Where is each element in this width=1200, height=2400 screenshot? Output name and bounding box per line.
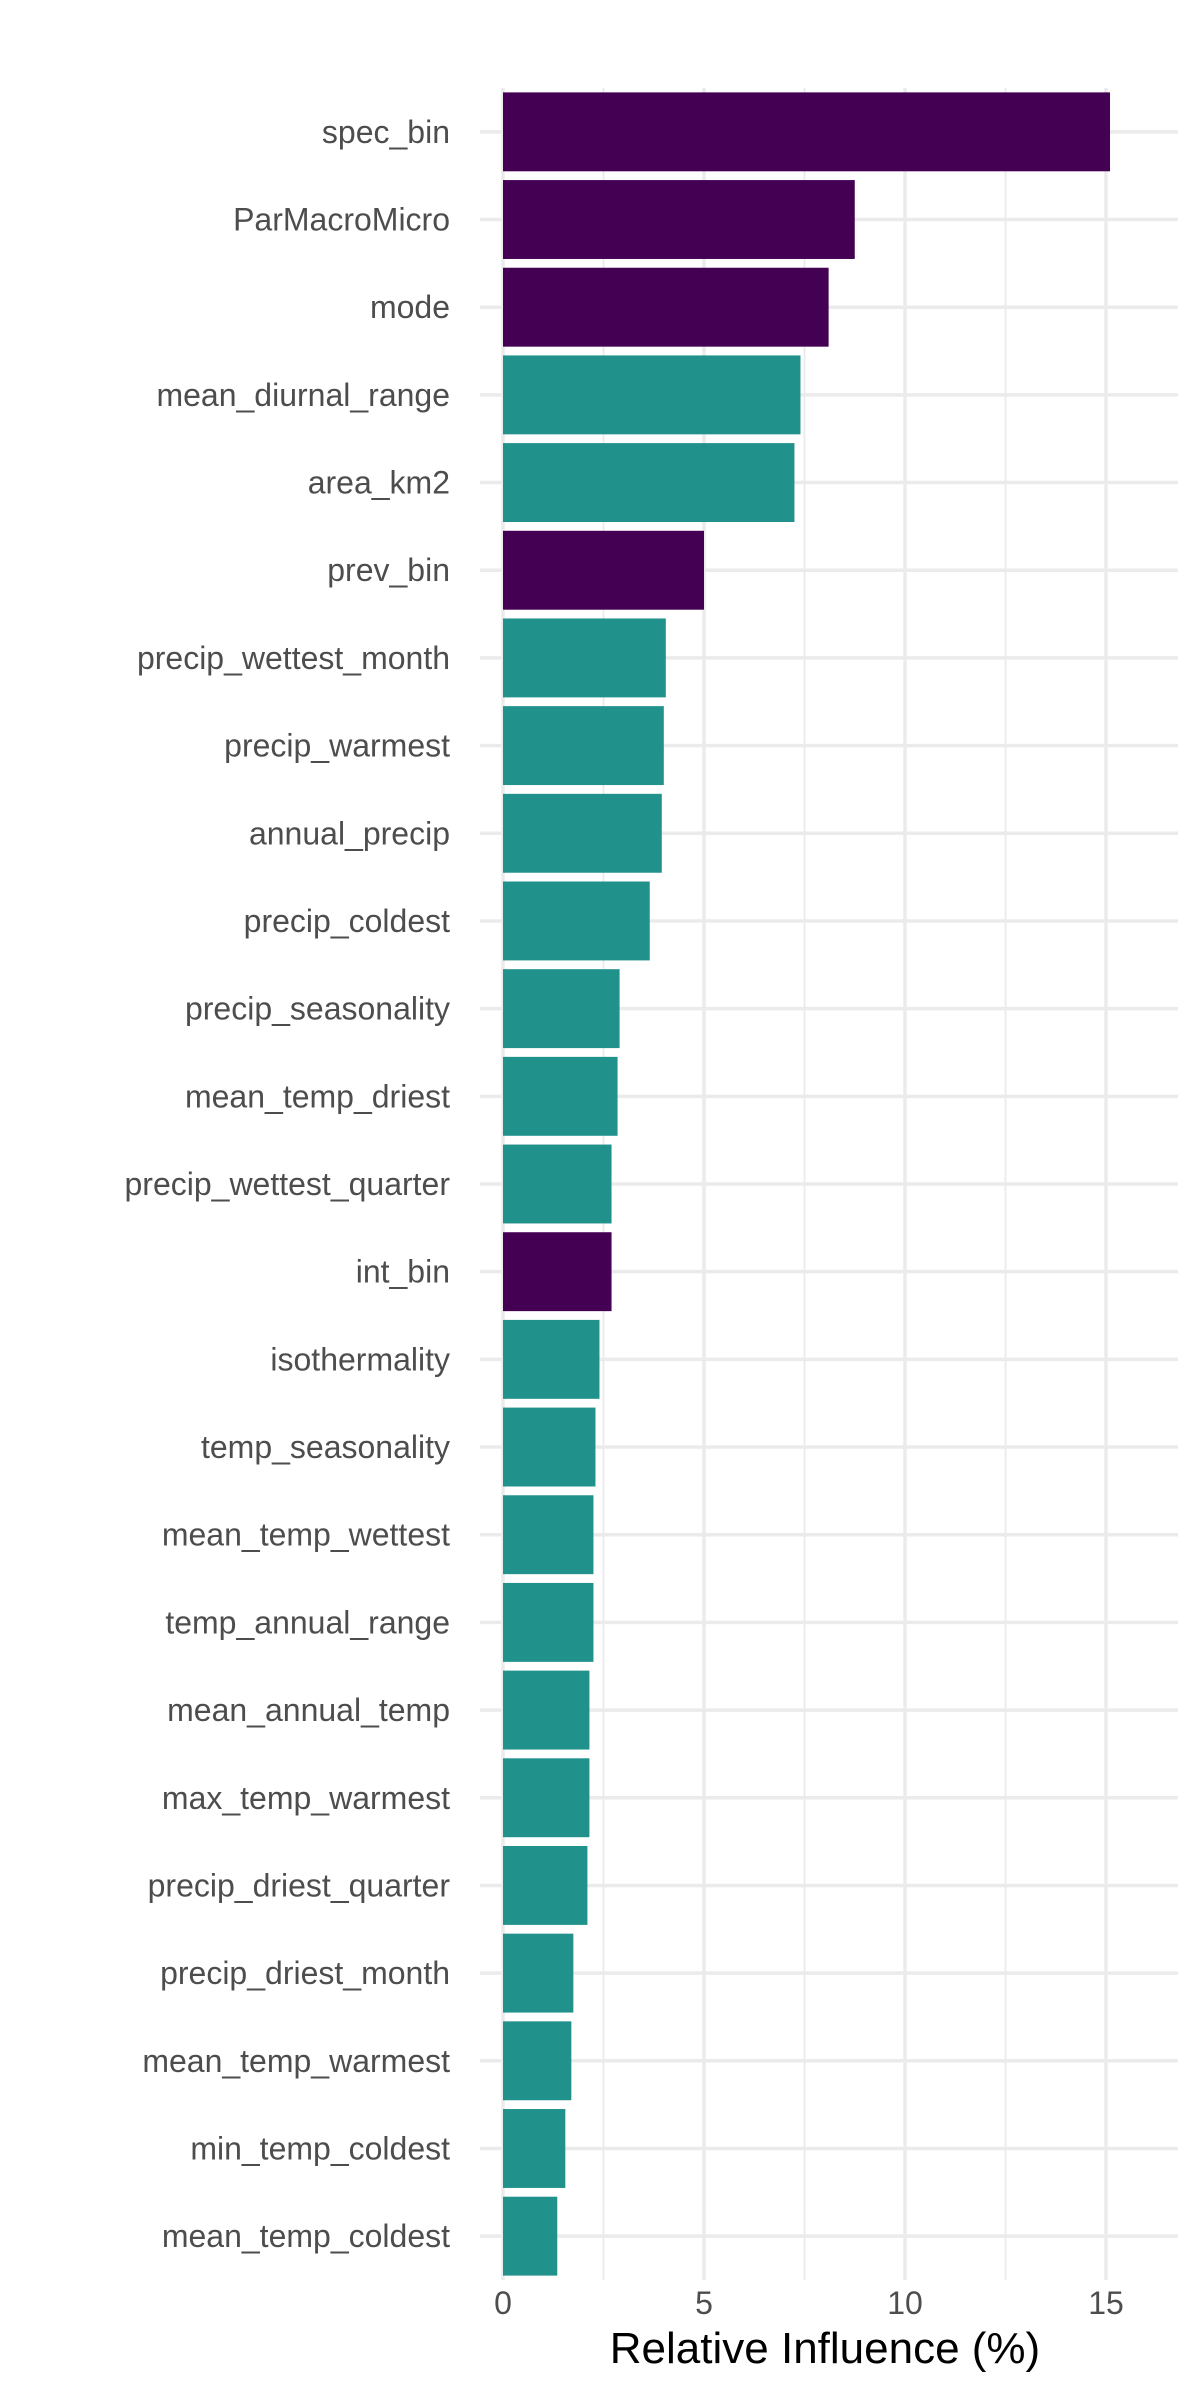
y-tick-label: mean_temp_driest xyxy=(185,1078,450,1114)
bar-mean_temp_wettest xyxy=(503,1495,594,1575)
bar-precip_wettest_quarter xyxy=(503,1144,612,1224)
y-axis-labels: spec_bin ParMacroMicro mode mean_diurnal_ra… xyxy=(124,114,450,2254)
y-tick-label: precip_seasonality xyxy=(185,991,450,1027)
bar-precip_driest_month xyxy=(503,1933,574,2013)
y-tick-label: mean_annual_temp xyxy=(167,1692,450,1728)
bar-mean_temp_warmest xyxy=(503,2021,572,2101)
y-tick-label: mean_temp_warmest xyxy=(142,2043,450,2079)
x-tick-label: 0 xyxy=(494,2285,512,2321)
x-axis-title: Relative Influence (%) xyxy=(610,2324,1040,2373)
y-tick-label: precip_driest_month xyxy=(160,1955,450,1991)
bar-mean_diurnal_range xyxy=(503,355,801,435)
bar-max_temp_warmest xyxy=(503,1758,590,1838)
y-tick-label: precip_warmest xyxy=(224,728,450,764)
y-tick-label: isothermality xyxy=(270,1341,450,1377)
y-tick-label: mean_diurnal_range xyxy=(156,377,450,413)
y-tick-label: precip_wettest_month xyxy=(137,640,450,676)
x-tick-label: 5 xyxy=(695,2285,713,2321)
y-tick-label: precip_coldest xyxy=(244,903,450,939)
bar-mean_annual_temp xyxy=(503,1670,590,1750)
bar-annual_precip xyxy=(503,793,662,873)
bar-precip_seasonality xyxy=(503,969,620,1049)
y-tick-label: temp_seasonality xyxy=(201,1429,450,1465)
x-tick-label: 15 xyxy=(1088,2285,1124,2321)
bar-spec_bin xyxy=(503,92,1111,172)
bar-prev_bin xyxy=(503,530,704,610)
bar-precip_warmest xyxy=(503,706,664,786)
y-tick-label: annual_precip xyxy=(249,815,450,851)
bar-temp_annual_range xyxy=(503,1582,594,1662)
y-tick-label: area_km2 xyxy=(308,465,450,501)
x-tick-label: 10 xyxy=(887,2285,923,2321)
bars xyxy=(503,92,1111,2276)
bar-mode xyxy=(503,267,829,347)
x-axis-labels: 0 5 10 15 xyxy=(494,2285,1124,2321)
bar-ParMacroMicro xyxy=(503,180,855,259)
bar-precip_wettest_month xyxy=(503,618,666,698)
bar-precip_coldest xyxy=(503,881,650,961)
bar-mean_temp_coldest xyxy=(503,2196,558,2276)
y-tick-label: temp_annual_range xyxy=(165,1604,450,1640)
y-tick-label: precip_driest_quarter xyxy=(148,1867,451,1903)
bar-temp_seasonality xyxy=(503,1407,596,1487)
y-tick-label: precip_wettest_quarter xyxy=(124,1166,450,1202)
y-tick-label: max_temp_warmest xyxy=(162,1780,450,1816)
y-tick-label: int_bin xyxy=(356,1254,450,1290)
y-tick-label: spec_bin xyxy=(322,114,450,150)
bar-area_km2 xyxy=(503,443,795,523)
y-tick-label: mean_temp_wettest xyxy=(162,1517,450,1553)
y-tick-label: ParMacroMicro xyxy=(233,202,450,238)
y-tick-label: min_temp_coldest xyxy=(190,2130,450,2166)
y-tick-label: mean_temp_coldest xyxy=(162,2218,450,2254)
y-tick-label: prev_bin xyxy=(327,552,450,588)
bar-int_bin xyxy=(503,1232,612,1312)
bar-isothermality xyxy=(503,1319,600,1399)
bar-mean_temp_driest xyxy=(503,1056,618,1136)
bar-precip_driest_quarter xyxy=(503,1845,588,1925)
bar-min_temp_coldest xyxy=(503,2109,566,2188)
y-tick-label: mode xyxy=(370,289,450,325)
